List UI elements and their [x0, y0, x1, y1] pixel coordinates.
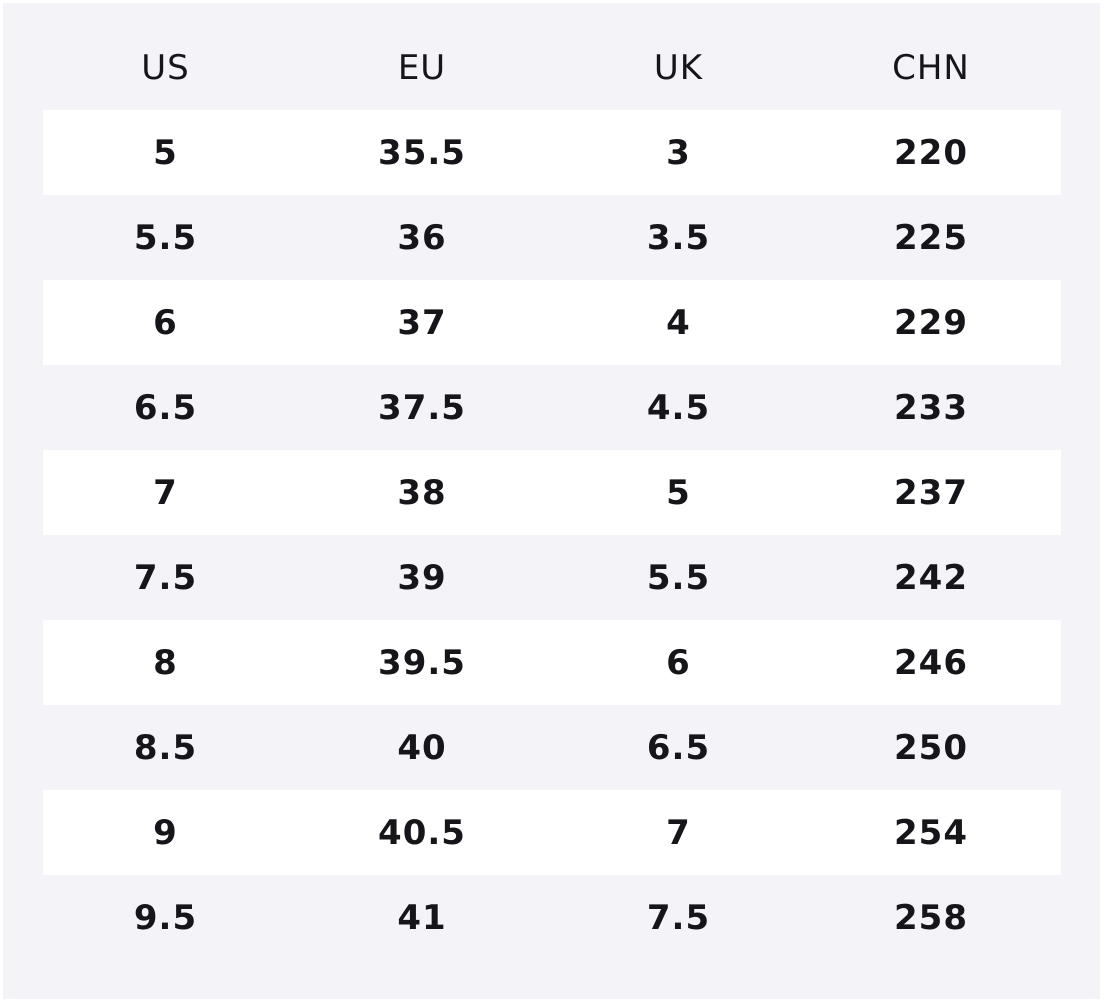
- table-cell: 237: [894, 472, 968, 513]
- table-cell: 229: [894, 302, 968, 343]
- table-cell: 3.5: [646, 217, 711, 258]
- table-row: 9 40.5 7 254: [43, 790, 1061, 875]
- table-cell: 41: [397, 897, 447, 938]
- table-cell: 6.5: [133, 387, 198, 428]
- table-cell: 7: [666, 812, 691, 853]
- header-cell: EU: [397, 47, 447, 88]
- header-cell: UK: [653, 47, 704, 88]
- table-cell: 37.5: [378, 387, 466, 428]
- table-row: 6 37 4 229: [43, 280, 1061, 365]
- table-cell: 38: [397, 472, 447, 513]
- table-cell: 7.5: [133, 557, 198, 598]
- table-cell: 5: [666, 472, 691, 513]
- table-cell: 225: [894, 217, 968, 258]
- table-cell: 36: [397, 217, 447, 258]
- table-cell: 40: [397, 727, 447, 768]
- table-cell: 8: [153, 642, 178, 683]
- header-row: US EU UK CHN: [43, 25, 1061, 110]
- size-panel: US EU UK CHN 5 35.5 3 220 5.5 36 3.5 225 6 37 4 229 6.5 3…: [3, 3, 1100, 999]
- header-cell: CHN: [892, 47, 970, 88]
- table-row: 6.5 37.5 4.5 233: [43, 365, 1061, 450]
- table-cell: 220: [894, 132, 968, 173]
- table-cell: 4: [666, 302, 691, 343]
- table-cell: 9.5: [133, 897, 198, 938]
- table-cell: 4.5: [646, 387, 711, 428]
- table-cell: 6.5: [646, 727, 711, 768]
- table-cell: 5: [153, 132, 178, 173]
- table-row: 9.5 41 7.5 258: [43, 875, 1061, 960]
- table-cell: 7: [153, 472, 178, 513]
- table-cell: 7.5: [646, 897, 711, 938]
- table-row: 5 35.5 3 220: [43, 110, 1061, 195]
- table-cell: 233: [894, 387, 968, 428]
- table-cell: 39.5: [378, 642, 466, 683]
- table-cell: 3: [666, 132, 691, 173]
- table-cell: 246: [894, 642, 968, 683]
- table-cell: 6: [153, 302, 178, 343]
- table-cell: 5.5: [133, 217, 198, 258]
- table-cell: 250: [894, 727, 968, 768]
- table-cell: 242: [894, 557, 968, 598]
- table-cell: 254: [894, 812, 968, 853]
- table-cell: 37: [397, 302, 447, 343]
- table-cell: 6: [666, 642, 691, 683]
- size-table: US EU UK CHN 5 35.5 3 220 5.5 36 3.5 225 6 37 4 229 6.5 3…: [43, 25, 1061, 960]
- table-row: 7.5 39 5.5 242: [43, 535, 1061, 620]
- table-cell: 258: [894, 897, 968, 938]
- table-row: 7 38 5 237: [43, 450, 1061, 535]
- table-cell: 40.5: [378, 812, 466, 853]
- table-row: 8.5 40 6.5 250: [43, 705, 1061, 790]
- table-cell: 35.5: [378, 132, 466, 173]
- table-row: 8 39.5 6 246: [43, 620, 1061, 705]
- table-cell: 8.5: [133, 727, 198, 768]
- table-cell: 5.5: [646, 557, 711, 598]
- table-row: 5.5 36 3.5 225: [43, 195, 1061, 280]
- header-cell: US: [141, 47, 190, 88]
- table-cell: 39: [397, 557, 447, 598]
- table-cell: 9: [153, 812, 178, 853]
